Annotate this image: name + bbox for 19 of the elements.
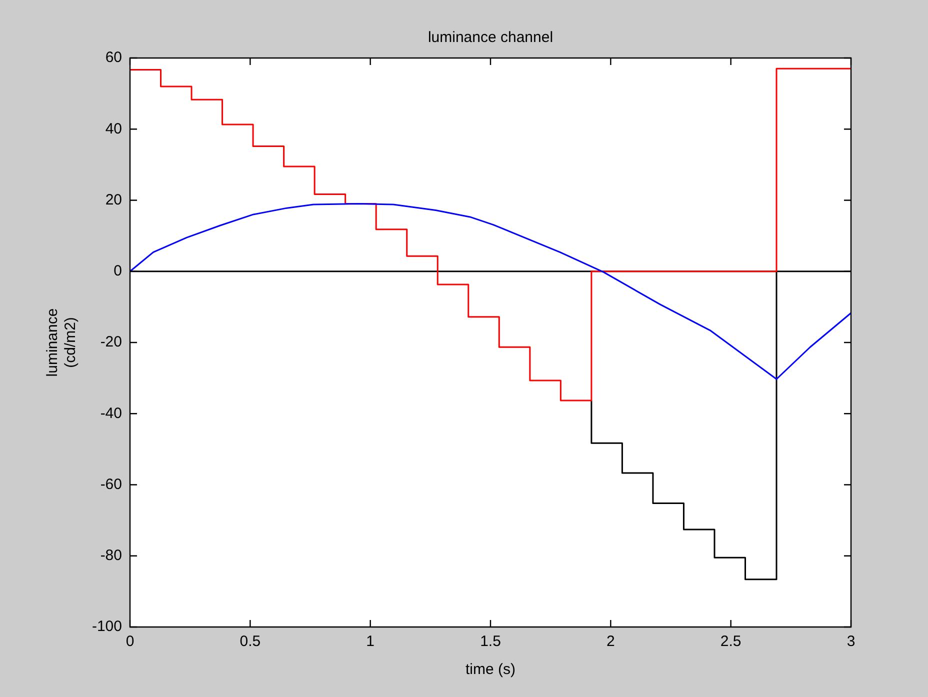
x-tick-label: 1 <box>366 633 375 650</box>
x-tick-label: 1.5 <box>480 633 501 650</box>
chart-title: luminance channel <box>428 29 554 46</box>
y-tick-label: 40 <box>105 120 122 138</box>
y-tick-label: -80 <box>100 547 122 564</box>
x-axis-title: time (s) <box>466 661 516 678</box>
y-tick-label: -60 <box>100 476 122 493</box>
y-axis-title: luminance (cd/m2) <box>44 308 80 377</box>
y-tick-label: -100 <box>92 618 122 636</box>
y-tick-label: -40 <box>100 404 122 422</box>
y-tick-label: 0 <box>114 262 122 280</box>
y-tick-label: 20 <box>105 191 122 208</box>
x-tick-label: 0.5 <box>240 633 261 650</box>
x-tick-label: 3 <box>846 633 856 650</box>
x-tick-label: 2 <box>606 633 615 650</box>
y-tick-label: -20 <box>100 334 122 351</box>
y-tick-label: 60 <box>105 49 122 66</box>
x-tick-label: 2.5 <box>720 633 742 650</box>
x-tick-label: 0 <box>126 633 134 650</box>
